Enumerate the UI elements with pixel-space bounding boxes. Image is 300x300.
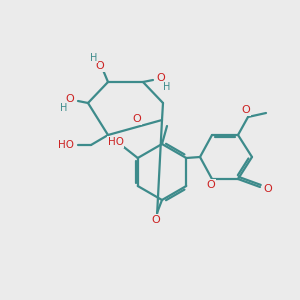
Text: H: H xyxy=(163,82,171,92)
Text: O: O xyxy=(133,115,141,124)
Text: O: O xyxy=(264,184,272,194)
Text: H: H xyxy=(90,53,98,63)
Text: O: O xyxy=(207,180,215,190)
Text: O: O xyxy=(152,215,160,225)
Text: H: H xyxy=(60,103,68,113)
Text: O: O xyxy=(242,105,250,115)
Text: O: O xyxy=(157,73,165,83)
Text: HO: HO xyxy=(58,140,74,150)
Text: HO: HO xyxy=(108,137,124,147)
Text: O: O xyxy=(96,61,104,71)
Text: O: O xyxy=(66,94,74,104)
